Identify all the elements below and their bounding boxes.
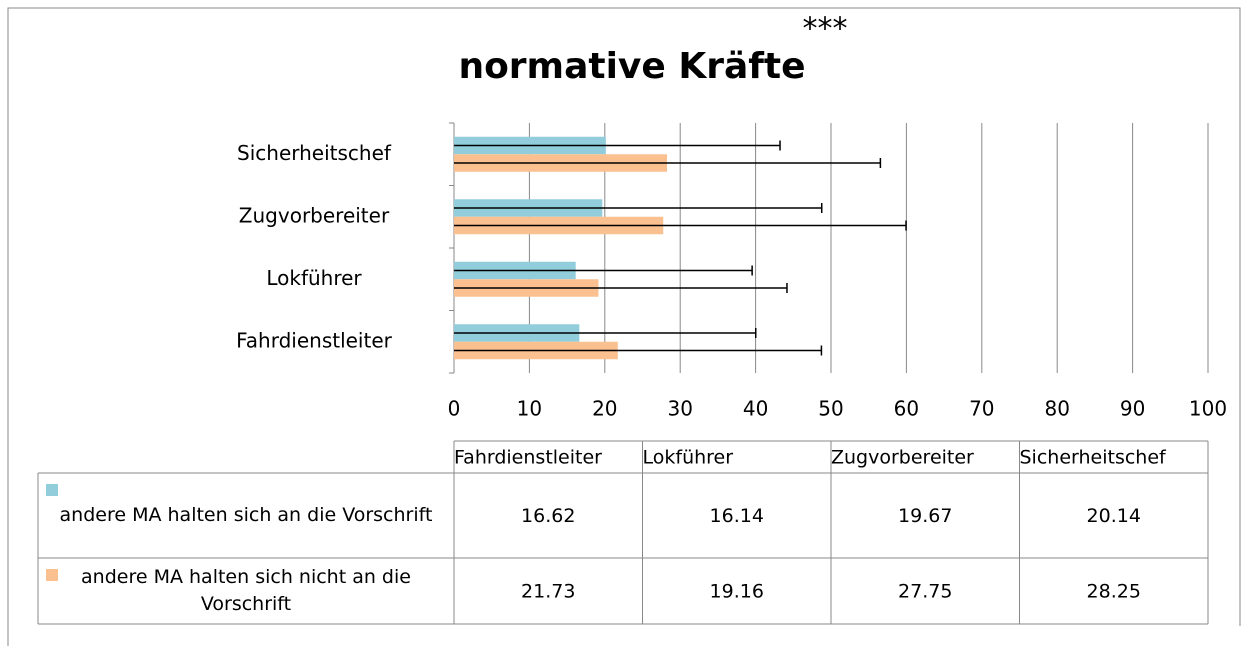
table-value: 16.62 (521, 505, 575, 527)
legend-key (46, 569, 58, 581)
x-tick-label: 70 (969, 397, 994, 421)
error-bar (454, 140, 781, 151)
x-tick-label: 20 (592, 397, 617, 421)
legend-label: andere MA halten sich an die Vorschrift (59, 504, 433, 527)
category-label: Lokführer (266, 266, 362, 290)
significance-annotation: *** (803, 12, 848, 47)
chart-title: normative Kräfte (458, 46, 805, 87)
category-label: Fahrdienstleiter (236, 328, 393, 352)
table-value: 28.25 (1087, 581, 1141, 603)
legend-label: andere MA halten sich nicht an die Vorsc… (81, 566, 411, 615)
x-tick-label: 100 (1189, 397, 1227, 421)
x-tick-label: 50 (818, 397, 843, 421)
table-value: 21.73 (521, 581, 575, 603)
error-bar (454, 328, 757, 338)
table-value: 16.14 (710, 505, 764, 527)
x-tick-label: 0 (448, 397, 461, 421)
x-tick-label: 60 (894, 397, 919, 421)
x-tick-label: 40 (743, 397, 768, 421)
table-value: 19.16 (710, 581, 764, 603)
legend-cell: andere MA halten sich an die Vorschrift (38, 473, 454, 558)
error-bar (454, 265, 753, 276)
chart-frame (7, 7, 1241, 646)
legend-entry: andere MA halten sich nicht an die Vorsc… (38, 558, 454, 624)
legend-entry: andere MA halten sich an die Vorschrift (38, 473, 454, 558)
error-bar (454, 220, 907, 231)
category-label: Zugvorbereiter (239, 203, 390, 227)
error-bar (454, 158, 882, 168)
table-header: Lokführer (643, 447, 734, 469)
category-label: Sicherheitschef (237, 141, 392, 165)
table-value: 20.14 (1087, 505, 1141, 527)
x-tick-label: 80 (1044, 397, 1069, 421)
table-header: Fahrdienstleiter (454, 447, 602, 469)
table-header: Sicherheitschef (1020, 447, 1168, 469)
table-value: 27.75 (898, 581, 952, 603)
legend-key (46, 484, 58, 496)
x-tick-label: 90 (1120, 397, 1145, 421)
error-bar (454, 203, 823, 213)
x-tick-label: 10 (517, 397, 542, 421)
x-tick-label: 30 (667, 397, 692, 421)
error-bar (454, 283, 788, 293)
legend-cell: andere MA halten sich nicht an die Vorsc… (38, 558, 454, 624)
error-bar (454, 345, 823, 356)
table-header: Zugvorbereiter (831, 447, 974, 469)
table-value: 19.67 (898, 505, 952, 527)
